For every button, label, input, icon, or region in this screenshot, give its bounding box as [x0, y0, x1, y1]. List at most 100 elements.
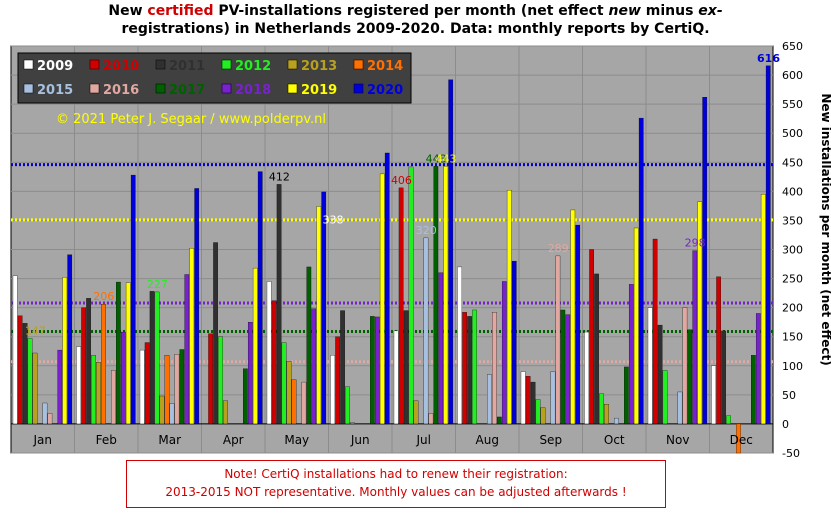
- y-tick-label: 400: [782, 185, 803, 198]
- month-label-jan: Jan: [33, 433, 53, 447]
- legend-swatch-2015: [23, 83, 34, 94]
- bar-2020-feb: [130, 174, 136, 425]
- value-label-2019-443: 443: [436, 152, 457, 165]
- bar-2013-oct: [604, 404, 609, 425]
- bar-2012-oct: [599, 393, 604, 425]
- y-tick-label: 50: [782, 389, 796, 402]
- bar-2009-sep: [520, 371, 526, 425]
- bar-2018-sep: [565, 314, 571, 425]
- bar-2020-dec: [765, 65, 771, 425]
- bar-2015-nov: [677, 391, 683, 425]
- bar-2010-sep: [525, 376, 531, 425]
- bar-2011-mar: [149, 291, 155, 425]
- bar-2014-feb: [101, 304, 106, 425]
- bar-2010-jun: [335, 336, 340, 425]
- bar-2020-apr: [257, 171, 263, 425]
- bar-2016-may: [301, 381, 307, 425]
- month-label-jul: Jul: [416, 433, 431, 447]
- bar-2015-sep: [550, 371, 556, 425]
- legend-label-2019: 2019: [301, 83, 337, 98]
- y-tick-label: 0: [782, 418, 789, 431]
- legend-box: [17, 52, 412, 104]
- bar-2016-aug: [492, 312, 497, 425]
- bar-2017-dec: [751, 355, 756, 425]
- bar-2013-may: [286, 360, 292, 425]
- bar-2020-nov: [702, 97, 708, 425]
- bar-2011-sep: [530, 381, 536, 425]
- y-tick-label: 450: [782, 156, 803, 169]
- bar-2019-dec: [760, 194, 766, 425]
- bar-2012-feb: [91, 355, 96, 425]
- bar-2020-aug: [511, 260, 517, 425]
- bar-2010-jul: [398, 187, 404, 425]
- bar-2011-jun: [340, 310, 345, 425]
- legend-label-2017: 2017: [169, 83, 205, 98]
- legend-label-2015: 2015: [37, 83, 73, 98]
- legend-swatch-2016: [89, 83, 100, 94]
- bar-2013-feb: [96, 362, 101, 425]
- bar-2009-mar: [139, 349, 145, 425]
- y-tick-label: 650: [782, 40, 803, 53]
- bar-2016-mar: [174, 354, 180, 425]
- bar-2012-mar: [154, 291, 160, 425]
- bar-2012-may: [281, 342, 287, 425]
- bar-2018-apr: [247, 322, 253, 425]
- bar-2018-jun: [374, 316, 380, 425]
- bar-2015-mar: [169, 403, 175, 425]
- legend-label-2012: 2012: [235, 59, 271, 74]
- bar-2016-sep: [555, 255, 561, 425]
- y-tick-label: 600: [782, 69, 803, 82]
- bar-2019-jan: [62, 277, 68, 425]
- bar-2011-aug: [467, 316, 472, 425]
- bar-2011-jul: [403, 310, 409, 425]
- bar-2017-may: [306, 266, 312, 425]
- value-label-2015-320: 320: [416, 224, 437, 237]
- bar-2009-feb: [76, 346, 82, 425]
- y-tick-label: 550: [782, 98, 803, 111]
- bar-2019-mar: [189, 248, 195, 425]
- bar-2010-nov: [652, 238, 658, 425]
- bar-2020-may: [321, 191, 327, 425]
- bar-2019-feb: [125, 282, 131, 425]
- bar-2013-jul: [413, 400, 419, 425]
- legend-label-2020: 2020: [367, 83, 403, 98]
- legend-swatch-2018: [221, 83, 232, 94]
- bar-2009-nov: [647, 307, 653, 425]
- bar-2012-dec: [726, 415, 731, 425]
- bar-2017-feb: [116, 281, 121, 425]
- copyright-text: © 2021 Peter J. Segaar / www.polderpv.nl: [56, 112, 326, 127]
- bar-2010-may: [271, 300, 277, 425]
- bar-2011-nov: [657, 324, 663, 425]
- bar-2017-sep: [560, 309, 566, 425]
- bar-2017-nov: [687, 329, 693, 425]
- y-tick-label: 350: [782, 214, 803, 227]
- bar-2009-jul: [393, 330, 399, 425]
- legend: 2009 2010 2011 2012 2013 2014 2015 2016 2017 2018…: [17, 52, 412, 104]
- bar-2018-oct: [628, 284, 634, 425]
- bar-2013-apr: [223, 400, 228, 425]
- note-box: Note! CertiQ installations had to renew …: [126, 460, 666, 508]
- legend-label-2018: 2018: [235, 83, 271, 98]
- bar-2012-nov: [662, 370, 668, 425]
- legend-label-2009: 2009: [37, 59, 73, 74]
- legend-swatch-2013: [287, 59, 298, 70]
- month-labels: Jan Feb Mar Apr May Jun Jul Aug Sep Oct Nov Dec: [33, 433, 753, 447]
- note-line2: 2013-2015 NOT representative. Monthly va…: [165, 485, 627, 499]
- bar-2014-mar: [164, 355, 170, 425]
- bar-2015-jan: [42, 402, 48, 425]
- value-label-2011-412: 412: [269, 170, 290, 183]
- bar-2019-apr: [252, 267, 258, 425]
- bar-2015-jul: [423, 237, 429, 425]
- bar-2018-jan: [57, 349, 63, 425]
- bar-2011-feb: [86, 298, 91, 425]
- bar-2017-jun: [370, 316, 375, 425]
- legend-swatch-2014: [353, 59, 364, 70]
- bar-2009-may: [266, 281, 272, 425]
- bar-2019-jun: [379, 173, 385, 425]
- bar-2011-oct: [594, 273, 599, 425]
- bar-2009-jan: [12, 275, 18, 425]
- bar-2019-oct: [633, 227, 639, 425]
- value-label-2010-406: 406: [391, 174, 412, 187]
- bar-2019-nov: [697, 201, 703, 425]
